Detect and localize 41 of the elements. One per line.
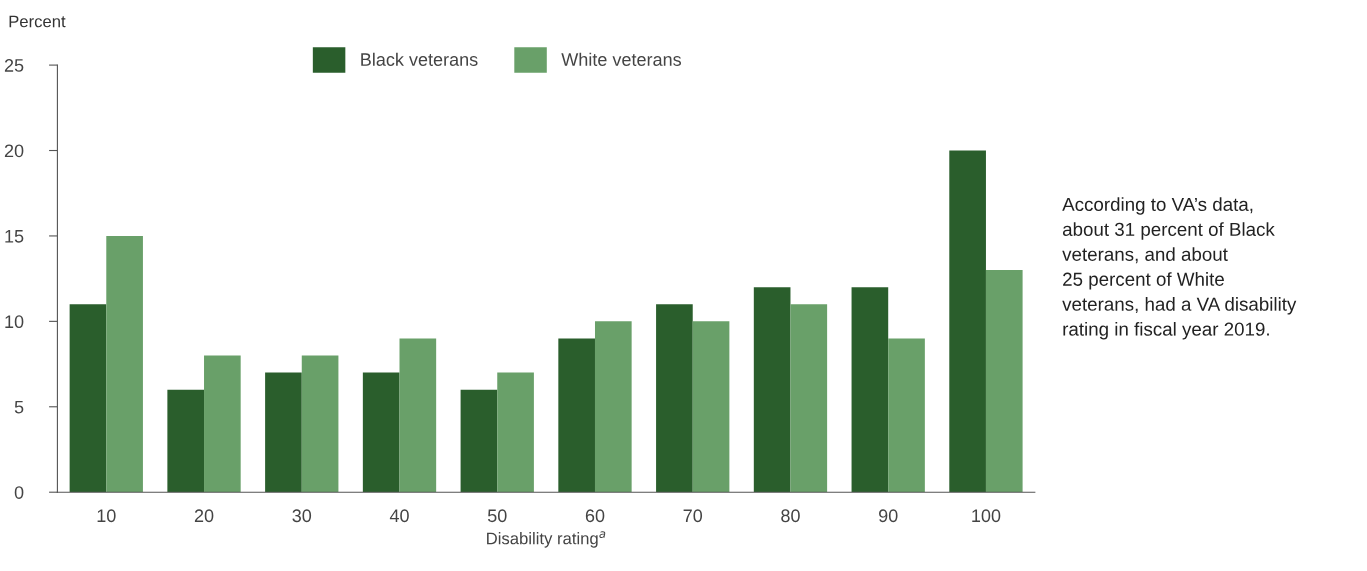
bar [399,338,437,493]
x-tick-label: 80 [781,509,800,523]
x-tick-label: 30 [292,509,312,523]
legend-label: Black veterans [361,52,478,66]
bar [949,150,986,493]
text: According to VA’s data, about 31 percent of Black veterans, and about 25 percent of White veterans, had a VA disability rating in fiscal year 2019. [1062,197,1297,340]
bar [851,287,889,493]
bar [204,355,241,493]
bar [301,355,339,493]
x-axis-title: Disability rating$^{a}$ [487,531,606,548]
bar [106,235,143,493]
bar [558,338,595,493]
x-tick-label: 70 [683,509,703,523]
bar [497,372,534,493]
x-tick-label: 100 [972,509,1001,523]
y-tick-label: 5 [14,400,24,414]
y-tick-label: 10 [5,315,24,329]
y-tick-label: 20 [4,144,24,158]
bar [362,372,400,493]
bar [790,304,828,493]
bar [656,304,693,493]
x-tick-label: 90 [879,509,898,523]
y-tick-label: 25 [4,59,24,72]
x-tick-label: 50 [487,509,507,523]
bar [460,389,498,493]
bar [692,321,730,493]
x-tick-label: 20 [194,509,214,523]
y-axis-title: Percent [9,15,66,28]
bar [594,321,632,493]
bar [753,287,791,493]
x-tick-label: 10 [97,509,116,523]
bar [888,338,925,493]
x-tick-label: 40 [389,509,409,523]
bar [69,304,107,493]
bar [265,372,302,493]
x-tick-label: 60 [585,509,605,523]
bar [167,389,205,493]
bar [985,270,1023,493]
legend-label: White veterans [561,52,682,66]
y-tick-label: 15 [5,230,24,243]
y-tick-label: 0 [14,486,24,499]
